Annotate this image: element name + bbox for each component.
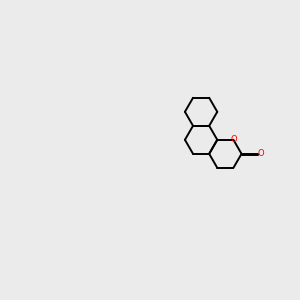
Text: O: O — [257, 149, 264, 158]
Text: O: O — [230, 135, 237, 144]
